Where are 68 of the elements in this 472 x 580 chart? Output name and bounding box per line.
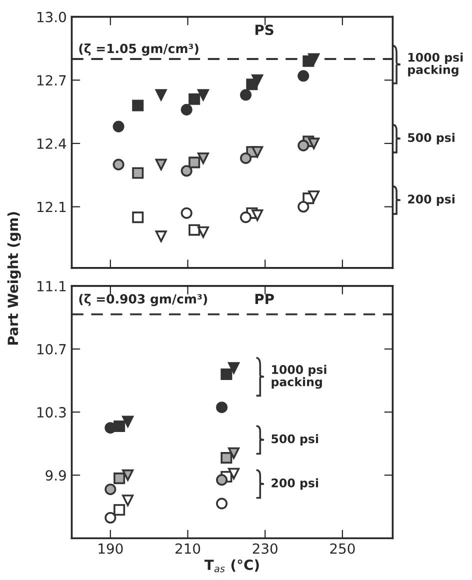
- point: [132, 167, 144, 179]
- annotation: 1000 psi packing: [272, 364, 326, 389]
- point: [228, 468, 240, 480]
- point: [252, 209, 264, 221]
- point: [132, 212, 144, 224]
- point: [252, 74, 264, 86]
- text: 200 psi: [408, 194, 454, 206]
- point: [104, 484, 116, 496]
- point: [122, 469, 134, 481]
- y-axis-title: Part Weight (gm): [7, 212, 21, 345]
- x-tick-label: 250: [330, 543, 355, 554]
- point: [180, 165, 192, 177]
- point: [114, 504, 126, 516]
- point: [220, 368, 232, 380]
- point: [228, 362, 240, 374]
- point: [155, 158, 167, 170]
- x-axis-title: T$_{as}$ (°C): [204, 559, 259, 572]
- point: [228, 447, 240, 459]
- x-tick-label: 210: [176, 543, 200, 554]
- point: [132, 100, 144, 112]
- y-tick-label: 9.9: [46, 470, 66, 481]
- point: [220, 452, 232, 464]
- point: [188, 224, 200, 236]
- point: [298, 140, 310, 152]
- y-tick-label: 13.0: [37, 12, 66, 22]
- text: 1000 psi packing: [408, 52, 463, 76]
- point: [308, 190, 320, 202]
- point: [298, 70, 310, 82]
- point: [197, 152, 209, 164]
- text: 500 psi: [408, 132, 454, 144]
- point: [122, 416, 134, 428]
- annotation: PS: [256, 24, 274, 36]
- point: [240, 152, 252, 164]
- point: [188, 93, 200, 105]
- point: [252, 146, 264, 158]
- annotation: (ζ =0.903 gm/cm³): [79, 294, 208, 306]
- point: [122, 494, 134, 506]
- point: [155, 230, 167, 242]
- point: [240, 212, 252, 224]
- point: [308, 138, 320, 150]
- y-tick-label: 12.1: [37, 202, 66, 212]
- point: [104, 512, 116, 524]
- point: [180, 207, 192, 219]
- point: [180, 104, 192, 116]
- point: [155, 89, 167, 101]
- point: [240, 89, 252, 101]
- annotation: (ζ =1.05 gm/cm³): [79, 44, 198, 56]
- point: [112, 120, 124, 132]
- y-tick-label: 12.4: [37, 138, 66, 149]
- y-tick-label: 10.7: [37, 344, 66, 354]
- x-tick-label: 190: [98, 543, 123, 554]
- point: [197, 89, 209, 101]
- y-tick-label: 11.1: [37, 281, 66, 292]
- point: [197, 226, 209, 238]
- x-tick-label: 230: [252, 543, 278, 554]
- annotation: 200 psi: [272, 478, 318, 490]
- annotation: 500 psi: [272, 434, 318, 446]
- point: [308, 53, 320, 65]
- annotation: PP: [255, 294, 274, 304]
- point: [216, 498, 228, 510]
- point: [216, 402, 228, 414]
- y-tick-label: 10.3: [37, 407, 66, 418]
- point: [216, 474, 228, 486]
- point: [112, 158, 124, 170]
- y-tick-label: 12.7: [37, 75, 66, 86]
- point: [114, 472, 126, 484]
- point: [188, 156, 200, 168]
- point: [298, 200, 310, 213]
